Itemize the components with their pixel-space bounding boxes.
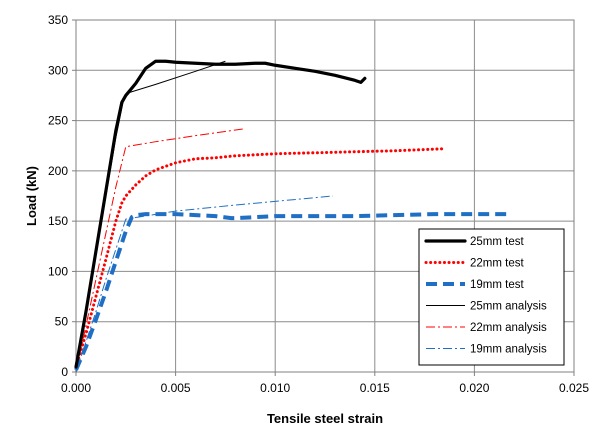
x-tick-label: 0.015 <box>360 381 390 395</box>
x-tick-label: 0.025 <box>559 381 589 395</box>
legend-box <box>418 228 565 366</box>
plot-area <box>75 19 575 373</box>
legend-label: 25mm test <box>470 236 524 248</box>
legend-label: 25mm analysis <box>470 301 547 313</box>
series-layer <box>74 59 509 373</box>
y-axis: 0 50 100 150 200 250 300 350 <box>48 13 76 379</box>
legend-label: 19mm analysis <box>470 344 547 356</box>
y-tick-label: 0 <box>61 365 68 379</box>
series-line-19mm-analysis <box>75 195 334 373</box>
y-tick-label: 350 <box>48 13 68 27</box>
y-tick-label: 100 <box>48 264 68 278</box>
y-axis-title: Load (kN) <box>24 166 39 226</box>
legend-label: 19mm test <box>470 279 524 291</box>
series-line-25mm-test <box>74 59 367 369</box>
x-tick-label: 0.020 <box>459 381 489 395</box>
series-line-19mm-test <box>74 212 509 371</box>
x-axis-title: Tensile steel strain <box>267 411 383 426</box>
series-line-22mm-analysis <box>75 128 246 373</box>
x-tick-label: 0.005 <box>161 381 191 395</box>
series-line-22mm-test <box>74 147 447 369</box>
legend-label: 22mm analysis <box>470 322 547 334</box>
grid <box>76 20 574 372</box>
y-tick-label: 300 <box>48 63 68 77</box>
legend-label: 22mm test <box>470 258 524 270</box>
y-tick-label: 150 <box>48 214 68 228</box>
y-tick-label: 200 <box>48 164 68 178</box>
x-tick-label: 0.000 <box>61 381 91 395</box>
x-tick-label: 0.010 <box>260 381 290 395</box>
y-tick-label: 50 <box>55 315 69 329</box>
legend: 25mm test 22mm test 19mm test 25mm analysis… <box>418 228 565 366</box>
x-axis: 0.000 0.005 0.010 0.015 0.020 0.025 <box>61 372 589 395</box>
y-tick-label: 250 <box>48 114 68 128</box>
